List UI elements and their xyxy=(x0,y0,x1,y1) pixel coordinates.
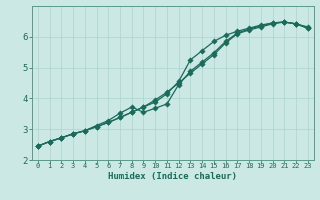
X-axis label: Humidex (Indice chaleur): Humidex (Indice chaleur) xyxy=(108,172,237,181)
